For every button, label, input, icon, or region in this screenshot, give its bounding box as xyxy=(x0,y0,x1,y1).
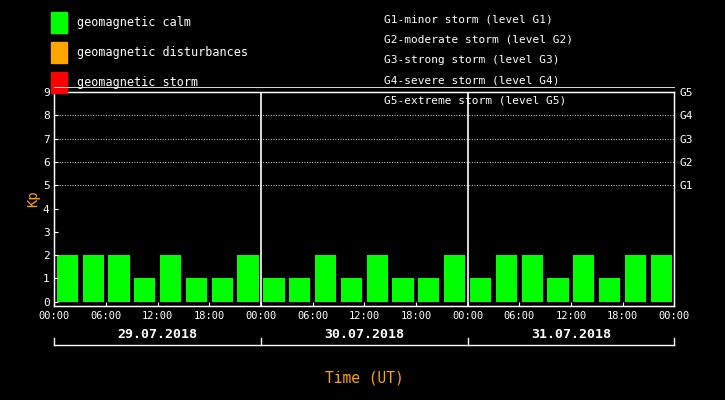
Bar xyxy=(212,278,233,302)
Text: 29.07.2018: 29.07.2018 xyxy=(117,328,198,340)
Text: Time (UT): Time (UT) xyxy=(325,370,404,386)
Bar xyxy=(418,278,439,302)
Y-axis label: Kp: Kp xyxy=(26,191,40,207)
Bar xyxy=(315,255,336,302)
Text: geomagnetic disturbances: geomagnetic disturbances xyxy=(77,46,248,59)
Text: geomagnetic storm: geomagnetic storm xyxy=(77,76,198,89)
Text: 30.07.2018: 30.07.2018 xyxy=(324,328,405,340)
Text: G3-strong storm (level G3): G3-strong storm (level G3) xyxy=(384,55,560,65)
Bar xyxy=(160,255,181,302)
Bar xyxy=(496,255,517,302)
Text: G5-extreme storm (level G5): G5-extreme storm (level G5) xyxy=(384,96,566,106)
Bar xyxy=(547,278,568,302)
Bar xyxy=(444,255,465,302)
Text: geomagnetic calm: geomagnetic calm xyxy=(77,16,191,29)
Bar xyxy=(263,278,284,302)
Bar xyxy=(651,255,672,302)
Bar xyxy=(392,278,414,302)
Bar xyxy=(83,255,104,302)
Bar xyxy=(521,255,543,302)
Bar xyxy=(341,278,362,302)
Text: G2-moderate storm (level G2): G2-moderate storm (level G2) xyxy=(384,34,573,44)
Text: G4-severe storm (level G4): G4-severe storm (level G4) xyxy=(384,75,560,85)
Bar xyxy=(470,278,491,302)
Bar xyxy=(186,278,207,302)
Bar xyxy=(134,278,155,302)
Text: 31.07.2018: 31.07.2018 xyxy=(531,328,611,340)
Bar xyxy=(599,278,621,302)
Bar xyxy=(573,255,594,302)
Bar xyxy=(625,255,646,302)
Bar xyxy=(108,255,130,302)
Bar xyxy=(238,255,259,302)
Text: G1-minor storm (level G1): G1-minor storm (level G1) xyxy=(384,14,553,24)
Bar xyxy=(367,255,388,302)
Bar xyxy=(57,255,78,302)
Bar xyxy=(289,278,310,302)
